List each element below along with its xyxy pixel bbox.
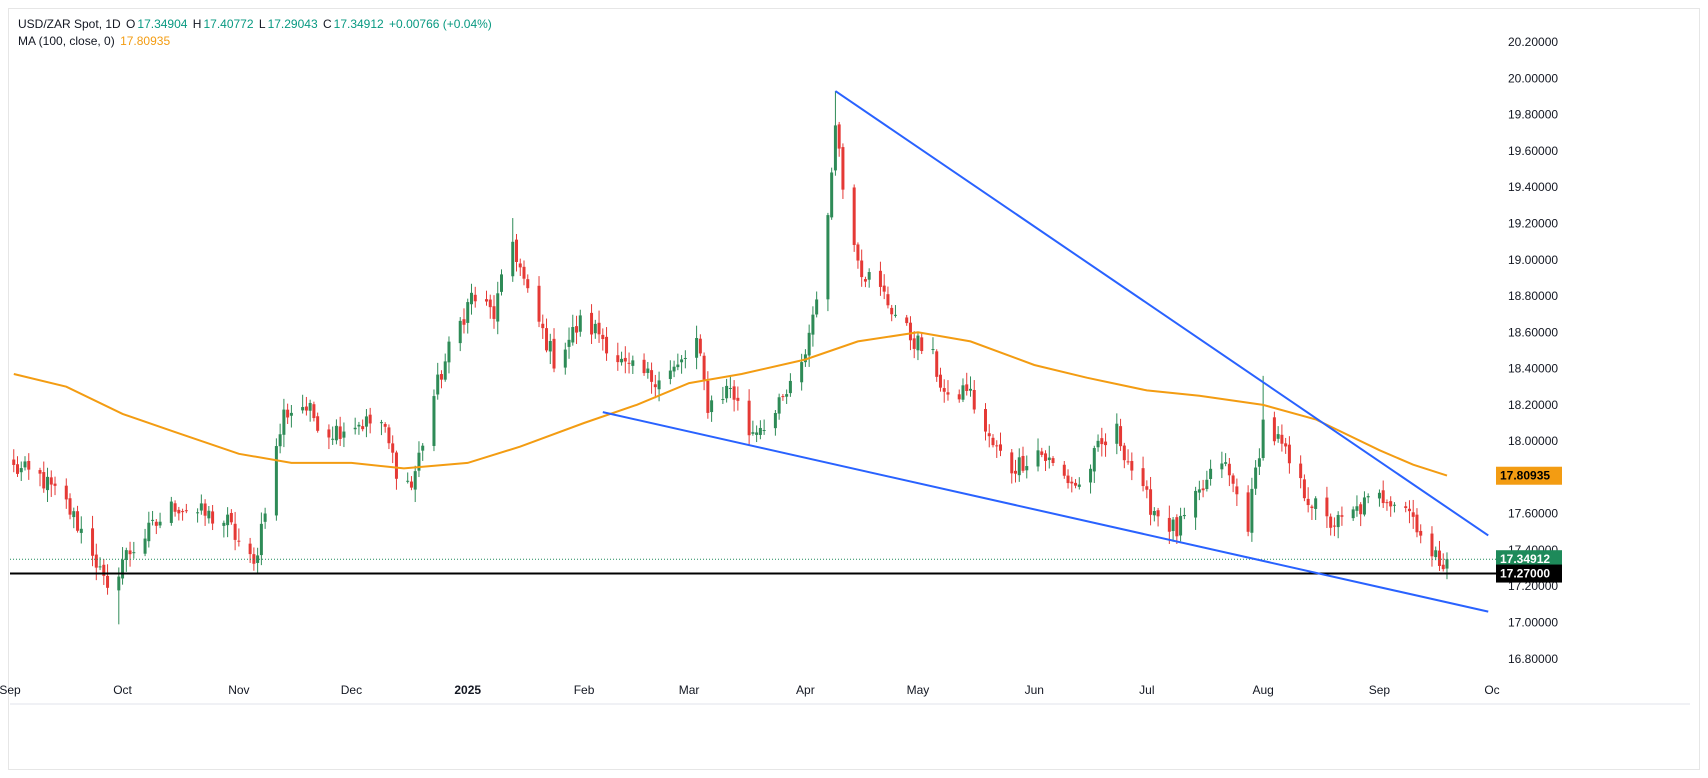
legend-ma-value: 17.80935 — [120, 34, 171, 48]
chart-frame — [8, 8, 1700, 770]
legend-high-value: 17.40772 — [203, 17, 254, 31]
legend-symbol: USD/ZAR Spot, 1D — [18, 17, 121, 31]
legend-ohlc-row: USD/ZAR Spot, 1D O 17.34904 H 17.40772 L 17… — [18, 16, 494, 33]
legend-high-label: H — [192, 17, 202, 31]
chart-legend: USD/ZAR Spot, 1D O 17.34904 H 17.40772 L 17… — [18, 16, 494, 50]
legend-open-value: 17.34904 — [137, 17, 188, 31]
legend-close-value: 17.34912 — [333, 17, 384, 31]
legend-change: +0.00766 (+0.04%) — [389, 17, 492, 31]
legend-ma-label: MA (100, close, 0) — [18, 34, 115, 48]
legend-low-label: L — [258, 17, 266, 31]
legend-open-label: O — [126, 17, 136, 31]
legend-close-label: C — [322, 17, 332, 31]
legend-ma-row: MA (100, close, 0) 17.80935 — [18, 33, 494, 50]
legend-low-value: 17.29043 — [267, 17, 318, 31]
